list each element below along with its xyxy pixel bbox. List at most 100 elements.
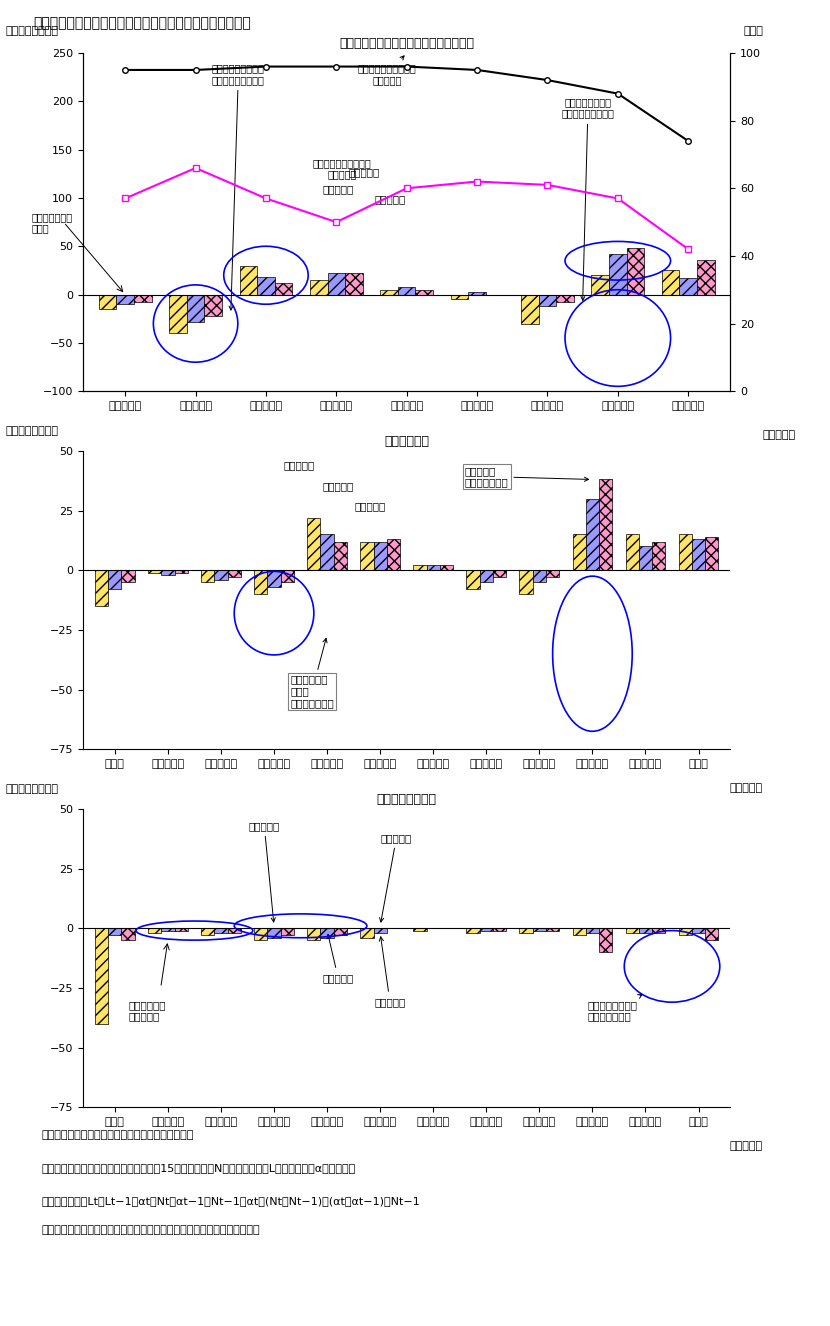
Title: 労働力率変化要因: 労働力率変化要因: [377, 793, 437, 806]
Bar: [413, 928, 427, 931]
Text: ２００４年: ２００４年: [355, 501, 386, 512]
Bar: [214, 570, 227, 579]
Bar: [281, 570, 294, 582]
Bar: [161, 570, 174, 575]
Bar: [586, 928, 599, 934]
Bar: [692, 928, 705, 934]
Bar: [592, 276, 609, 294]
Bar: [108, 928, 121, 935]
Text: （年齢層）: （年齢層）: [730, 782, 763, 793]
Bar: [480, 928, 493, 931]
Bar: [134, 294, 152, 302]
Bar: [493, 928, 506, 931]
Text: ２００３年: ２００３年: [323, 480, 354, 491]
Bar: [468, 292, 486, 294]
Bar: [108, 570, 121, 589]
Bar: [320, 928, 334, 937]
Bar: [121, 570, 134, 582]
Bar: [573, 534, 586, 570]
Bar: [95, 570, 108, 606]
Bar: [466, 928, 480, 934]
Bar: [174, 928, 188, 931]
Text: ２００４年: ２００４年: [374, 194, 406, 204]
Bar: [121, 928, 134, 940]
Text: ２００３年: ２００３年: [349, 167, 379, 176]
Text: ２００２年: ２００２年: [284, 460, 315, 469]
Text: 第３－１－８図　男女別年齢別労働力率と人口構成の変化: 第３－１－８図 男女別年齢別労働力率と人口構成の変化: [33, 16, 251, 30]
Bar: [639, 928, 652, 934]
Bar: [116, 294, 134, 304]
Bar: [639, 546, 652, 570]
Text: （年齢層）: （年齢層）: [762, 431, 795, 440]
Bar: [227, 928, 241, 934]
Bar: [254, 928, 267, 940]
Text: １５歳以上人口
前年差: １５歳以上人口 前年差: [32, 212, 72, 233]
Bar: [627, 248, 644, 294]
Bar: [161, 928, 174, 931]
Bar: [320, 534, 334, 570]
Bar: [201, 570, 214, 582]
Bar: [307, 928, 320, 940]
Bar: [174, 570, 188, 573]
Text: Lt－Lt−1＝αt＊Nt－αt−1＊Nt−1＝αt＊(Nt－Nt−1)＋(αt－αt−1)＊Nt−1: Lt－Lt−1＝αt＊Nt－αt−1＊Nt−1＝αt＊(Nt－Nt−1)＋(αt…: [42, 1196, 420, 1207]
Text: 人口変化　　　労働力率変化: 人口変化 労働力率変化: [42, 1225, 260, 1236]
Bar: [626, 534, 639, 570]
Bar: [662, 271, 680, 294]
Bar: [652, 928, 666, 934]
Bar: [626, 928, 639, 934]
Text: 早期退職等による
労働市場からの退出: 早期退職等による 労働市場からの退出: [562, 97, 614, 301]
Bar: [380, 289, 398, 294]
Title: 年齢刕１５歳以上人口の変化と労働力率: 年齢刕１５歳以上人口の変化と労働力率: [339, 37, 474, 50]
Bar: [679, 928, 692, 935]
Text: 団塗ジュニア
世代が
３０～３４歳に: 団塗ジュニア 世代が ３０～３４歳に: [290, 638, 334, 708]
Bar: [706, 537, 719, 570]
Bar: [451, 294, 468, 300]
Text: ０４年の女性労働力率
（目盛右）: ０４年の女性労働力率 （目盛右）: [313, 158, 371, 179]
Bar: [706, 928, 719, 940]
Bar: [204, 294, 222, 316]
Bar: [169, 294, 187, 333]
Bar: [374, 928, 387, 934]
Text: （前年差、万人）: （前年差、万人）: [5, 784, 58, 794]
Bar: [413, 565, 427, 570]
Bar: [493, 570, 506, 577]
Bar: [556, 294, 574, 302]
Bar: [214, 928, 227, 934]
Bar: [599, 928, 613, 952]
Bar: [307, 517, 320, 570]
Bar: [573, 928, 586, 935]
Text: 晩婚化など: 晩婚化など: [249, 821, 280, 922]
Bar: [99, 294, 116, 309]
Bar: [520, 928, 533, 934]
Bar: [398, 286, 416, 294]
Bar: [679, 534, 692, 570]
Bar: [267, 570, 281, 587]
Bar: [334, 541, 347, 570]
Bar: [609, 255, 627, 294]
Text: （前年差、万人）: （前年差、万人）: [5, 426, 58, 436]
Bar: [680, 278, 697, 294]
Bar: [227, 570, 241, 577]
Bar: [520, 570, 533, 594]
Bar: [267, 928, 281, 937]
Bar: [521, 294, 539, 324]
Bar: [240, 265, 257, 294]
Bar: [387, 540, 400, 570]
Text: ０４年の男性労働力率
（目盛右）: ０４年の男性労働力率 （目盛右）: [358, 56, 417, 85]
Text: 高齢化などに伴う
労働力率の低下: 高齢化などに伴う 労働力率の低下: [588, 994, 642, 1021]
Bar: [440, 565, 453, 570]
Text: ２．要因分解は次のとおり。15歳以上人口：N、労働力人口：L、労働力率：αとすると、: ２．要因分解は次のとおり。15歳以上人口：N、労働力人口：L、労働力率：αとする…: [42, 1163, 356, 1174]
Bar: [310, 280, 328, 294]
Bar: [533, 570, 546, 582]
Bar: [360, 541, 374, 570]
Text: （前年差、万人）: （前年差、万人）: [5, 27, 58, 36]
Text: （備考）　１．総務省「労働力調査」により作成。: （備考） １．総務省「労働力調査」により作成。: [42, 1130, 194, 1140]
Text: 結婚、出産等による
労働市場からの退出: 結婚、出産等による 労働市場からの退出: [212, 64, 265, 310]
Bar: [360, 928, 374, 937]
Bar: [586, 499, 599, 570]
Bar: [328, 273, 345, 294]
Text: ２００２年: ２００２年: [323, 184, 354, 194]
Title: 人口変化要因: 人口変化要因: [384, 435, 429, 448]
Bar: [652, 541, 666, 570]
Bar: [257, 277, 275, 294]
